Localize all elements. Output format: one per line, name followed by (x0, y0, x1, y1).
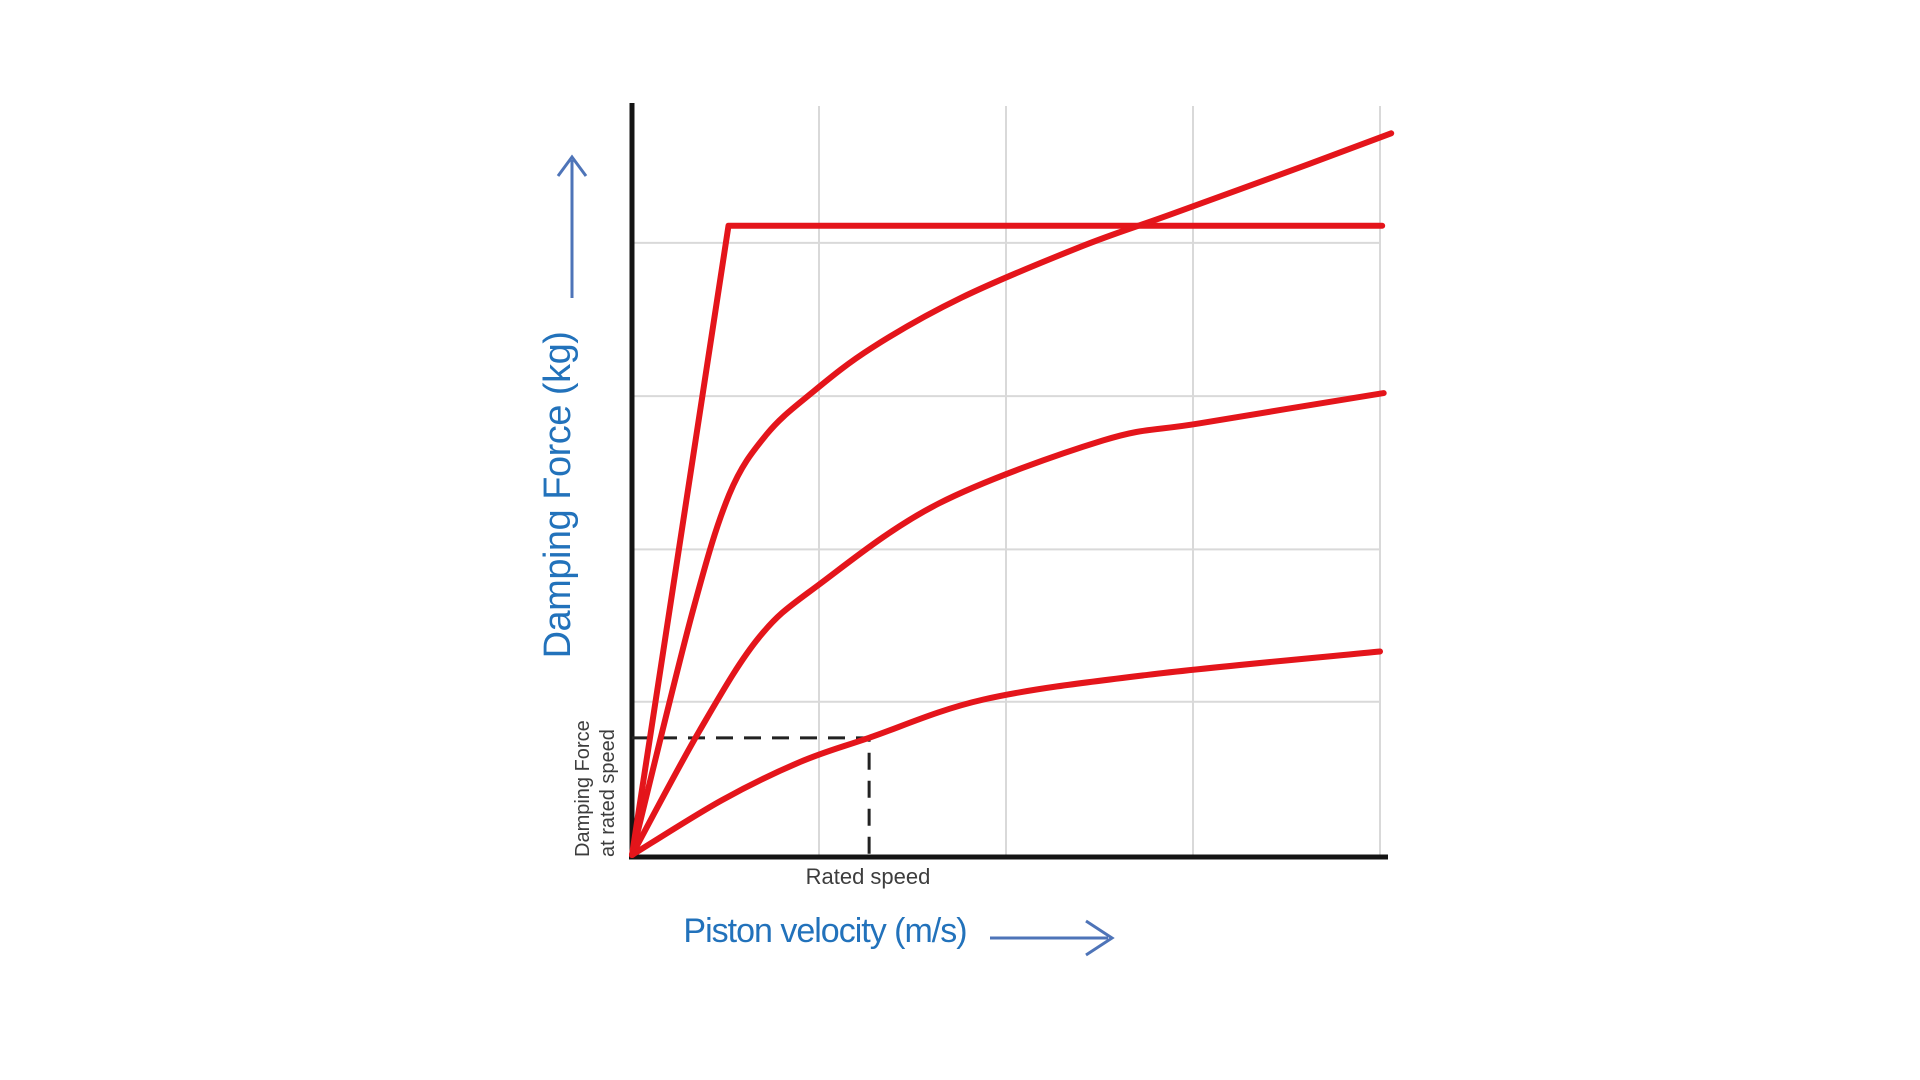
curve-2-digressive (629, 130, 1395, 858)
rated-speed-dashed-lines (632, 736, 871, 855)
curve-1-force-limited-blowoff (629, 222, 1386, 858)
x-axis-title: Piston velocity (m/s) (683, 912, 967, 950)
gridlines (632, 106, 1381, 855)
y-axis-title: Damping Force (kg) (537, 331, 579, 659)
y-arrow-head (556, 154, 588, 177)
x-axis-arrow-icon (990, 919, 1115, 957)
y-axis-annotation: Damping Force at rated speed (571, 687, 623, 857)
rated-speed-dash-path (632, 736, 871, 855)
y-annotation-line1: Damping Force (572, 720, 594, 857)
y-axis-arrow-icon (556, 154, 588, 298)
rated-speed-label: Rated speed (805, 864, 931, 889)
curve-4-progressive-low (629, 648, 1383, 858)
x-arrow-head (1085, 919, 1115, 957)
curve-3-progressive-medium (629, 390, 1387, 858)
y-annotation-line2: at rated speed (597, 729, 619, 857)
damping-curves (629, 130, 1395, 858)
axes (629, 103, 1388, 860)
